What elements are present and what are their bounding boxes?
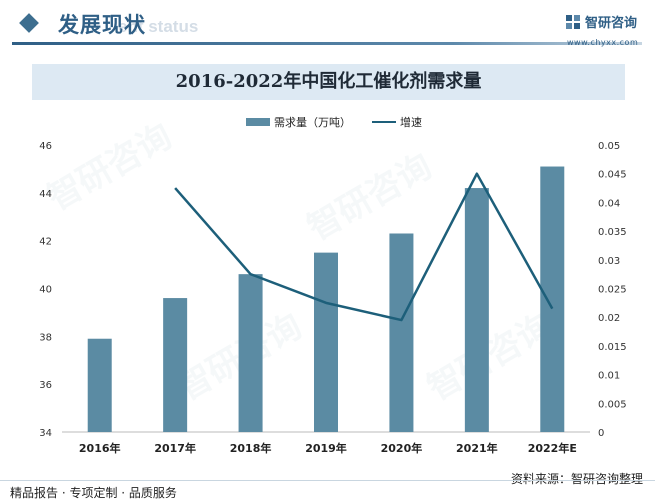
y-left-tick-label: 44 [39, 189, 52, 200]
bar [163, 298, 188, 432]
x-tick-label: 2022年E [528, 441, 577, 455]
y-right-tick-label: 0.005 [598, 399, 627, 410]
legend-label-line: 增速 [400, 116, 422, 129]
y-left-tick-label: 40 [39, 285, 52, 296]
legend-line-swatch [372, 121, 396, 123]
y-right-tick-label: 0.01 [598, 371, 620, 382]
x-tick-label: 2021年 [456, 441, 498, 455]
brand-logo-icon [566, 15, 580, 29]
brand-name: 智研咨询 [585, 16, 638, 31]
section-subtitle: ent status [118, 17, 199, 36]
x-tick-label: 2017年 [154, 441, 196, 455]
bar [314, 252, 338, 432]
header-divider [12, 42, 642, 45]
y-right-tick-label: 0.025 [598, 285, 627, 296]
footer-slogan: 精品报告 · 专项定制 · 品质服务 [10, 486, 177, 500]
legend-label-bar: 需求量（万吨） [274, 116, 351, 129]
y-left-tick-label: 38 [39, 332, 52, 343]
growth-line [174, 172, 554, 322]
y-right-tick-label: 0 [598, 428, 604, 439]
brand-site: www.chyxx.com [567, 38, 639, 47]
chart-title-band: 2016-2022年中国化工催化剂需求量 [32, 64, 625, 100]
bar [464, 188, 489, 432]
footer-source: 资料来源：智研咨询整理 [510, 472, 643, 486]
y-right-tick-label: 0.04 [598, 198, 620, 209]
y-right-tick-label: 0.02 [598, 313, 620, 324]
y-right-tick-label: 0.05 [598, 141, 620, 152]
y-left-tick-label: 36 [39, 380, 52, 391]
legend-item-line: 增速 [372, 114, 422, 130]
x-tick-label: 2018年 [230, 441, 272, 455]
bar [87, 338, 112, 432]
legend-item-bar: 需求量（万吨） [246, 114, 351, 130]
x-tick-label: 2020年 [381, 441, 423, 455]
footer-divider [0, 480, 655, 481]
y-left-tick-label: 34 [39, 428, 52, 439]
chart-title: 2016-2022年中国化工催化剂需求量 [175, 71, 482, 92]
y-right-tick-label: 0.035 [598, 227, 627, 238]
bar [540, 166, 565, 432]
x-tick-label: 2019年 [305, 441, 347, 455]
y-right-tick-label: 0.045 [598, 170, 627, 181]
y-left-tick-label: 42 [39, 237, 52, 248]
section-title: 发展现状 [58, 12, 146, 37]
legend-bar-swatch [246, 118, 270, 126]
y-right-tick-label: 0.015 [598, 342, 627, 353]
bar [389, 233, 414, 432]
bar [238, 274, 263, 432]
y-right-tick-label: 0.03 [598, 256, 620, 267]
y-left-tick-label: 46 [39, 141, 52, 152]
legend: 需求量（万吨） 增速 [0, 114, 655, 130]
x-tick-label: 2016年 [79, 441, 121, 455]
